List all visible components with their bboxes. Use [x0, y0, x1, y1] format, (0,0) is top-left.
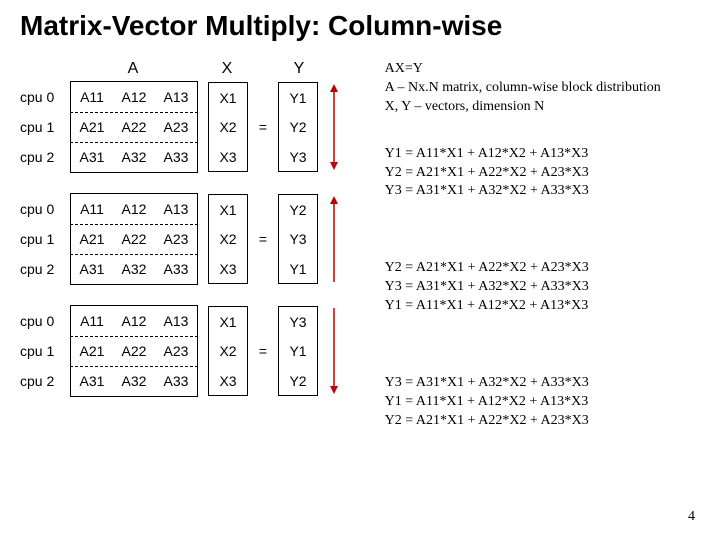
a-cell: A11	[71, 82, 113, 112]
y-cell: Y2	[278, 112, 318, 142]
matrix-block-0: cpu 0 A11 A12 A13 X1 Y1 cpu 1 A21 A22 A2…	[20, 82, 385, 172]
intro-line: X, Y – vectors, dimension N	[385, 98, 700, 117]
formula-line: Y2 = A21*X1 + A22*X2 + A23*X3	[385, 164, 700, 183]
a-cell: A13	[155, 306, 197, 336]
left-column: A X Y cpu 0 A11 A12 A13 X1 Y1	[20, 60, 385, 431]
a-cell: A21	[71, 112, 113, 142]
cpu-label: cpu 1	[20, 119, 70, 135]
formula-line: Y1 = A11*X1 + A12*X2 + A13*X3	[385, 393, 700, 412]
cpu-label: cpu 1	[20, 231, 70, 247]
intro-text: AX=Y A – Nx.N matrix, column-wise block …	[385, 60, 700, 117]
y-cell: Y3	[278, 142, 318, 172]
y-cell: Y2	[278, 194, 318, 224]
formula-block-2: Y3 = A31*X1 + A32*X2 + A33*X3 Y1 = A11*X…	[385, 374, 700, 431]
y-cell: Y2	[278, 366, 318, 396]
a-cell: A22	[113, 336, 155, 366]
matrix-block-2: cpu 0 A11 A12 A13 X1 Y3 cpu 1 A21 A22 A2…	[20, 306, 385, 396]
cpu-label: cpu 2	[20, 373, 70, 389]
a-cell: A33	[155, 366, 197, 396]
x-cell: X3	[208, 366, 248, 396]
a-cell: A23	[155, 224, 197, 254]
header-Y: Y	[278, 60, 320, 78]
page-number: 4	[688, 509, 695, 525]
a-cell: A13	[155, 82, 197, 112]
content-area: A X Y cpu 0 A11 A12 A13 X1 Y1	[20, 60, 700, 431]
matrix-headers: A X Y	[20, 60, 385, 78]
y-cell: Y1	[278, 82, 318, 112]
a-cell: A32	[113, 254, 155, 284]
intro-line: A – Nx.N matrix, column-wise block distr…	[385, 79, 700, 98]
right-column: AX=Y A – Nx.N matrix, column-wise block …	[385, 60, 700, 431]
formula-line: Y3 = A31*X1 + A32*X2 + A33*X3	[385, 182, 700, 201]
eq-sign: =	[253, 343, 273, 359]
formula-line: Y1 = A11*X1 + A12*X2 + A13*X3	[385, 297, 700, 316]
a-cell: A31	[71, 254, 113, 284]
matrix-block-1: cpu 0 A11 A12 A13 X1 Y2 cpu 1 A21 A22 A2…	[20, 194, 385, 284]
eq-sign: =	[253, 231, 273, 247]
formula-line: Y3 = A31*X1 + A32*X2 + A33*X3	[385, 278, 700, 297]
a-cell: A23	[155, 336, 197, 366]
formula-line: Y3 = A31*X1 + A32*X2 + A33*X3	[385, 374, 700, 393]
x-cell: X1	[208, 82, 248, 112]
header-X: X	[206, 60, 248, 78]
a-cell: A33	[155, 142, 197, 172]
x-cell: X1	[208, 306, 248, 336]
formula-block-1: Y2 = A21*X1 + A22*X2 + A23*X3 Y3 = A31*X…	[385, 259, 700, 316]
y-cell: Y1	[278, 336, 318, 366]
a-cell: A11	[71, 194, 113, 224]
a-cell: A13	[155, 194, 197, 224]
x-cell: X3	[208, 142, 248, 172]
a-cell: A22	[113, 112, 155, 142]
cpu-label: cpu 0	[20, 89, 70, 105]
a-cell: A12	[113, 82, 155, 112]
a-cell: A31	[71, 366, 113, 396]
a-cell: A12	[113, 194, 155, 224]
a-cell: A23	[155, 112, 197, 142]
a-cell: A21	[71, 224, 113, 254]
a-cell: A11	[71, 306, 113, 336]
formula-line: Y2 = A21*X1 + A22*X2 + A23*X3	[385, 259, 700, 278]
a-cell: A33	[155, 254, 197, 284]
cpu-label: cpu 1	[20, 343, 70, 359]
x-cell: X1	[208, 194, 248, 224]
cpu-label: cpu 0	[20, 201, 70, 217]
x-cell: X3	[208, 254, 248, 284]
y-cell: Y3	[278, 306, 318, 336]
formula-line: Y1 = A11*X1 + A12*X2 + A13*X3	[385, 145, 700, 164]
a-cell: A32	[113, 366, 155, 396]
a-cell: A32	[113, 142, 155, 172]
x-cell: X2	[208, 224, 248, 254]
y-cell: Y1	[278, 254, 318, 284]
cpu-label: cpu 2	[20, 261, 70, 277]
formula-line: Y2 = A21*X1 + A22*X2 + A23*X3	[385, 412, 700, 431]
a-cell: A31	[71, 142, 113, 172]
x-cell: X2	[208, 112, 248, 142]
a-cell: A12	[113, 306, 155, 336]
page-title: Matrix-Vector Multiply: Column-wise	[20, 10, 700, 42]
x-cell: X2	[208, 336, 248, 366]
header-A: A	[70, 60, 196, 78]
y-cell: Y3	[278, 224, 318, 254]
formula-block-0: Y1 = A11*X1 + A12*X2 + A13*X3 Y2 = A21*X…	[385, 145, 700, 202]
intro-line: AX=Y	[385, 60, 700, 79]
a-cell: A22	[113, 224, 155, 254]
cpu-label: cpu 2	[20, 149, 70, 165]
a-cell: A21	[71, 336, 113, 366]
eq-sign: =	[253, 119, 273, 135]
cpu-label: cpu 0	[20, 313, 70, 329]
